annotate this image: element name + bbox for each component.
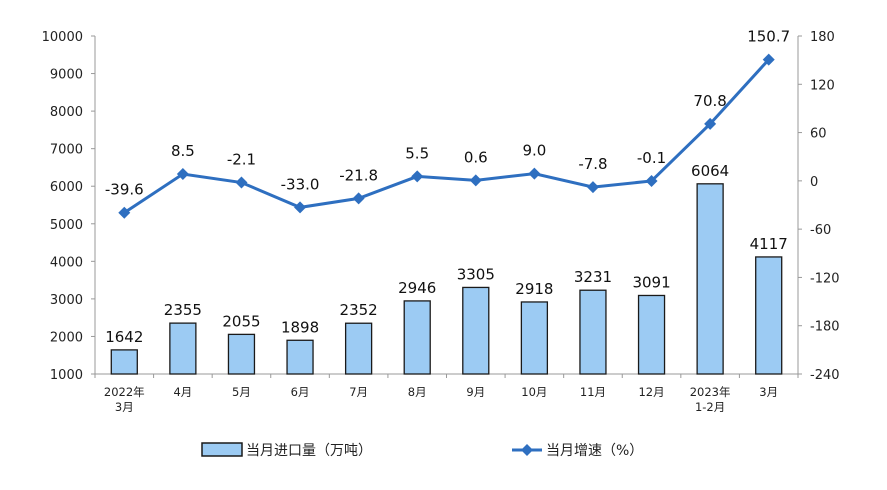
bar (462, 286, 490, 375)
line-data-label: 0.6 (464, 148, 488, 166)
left-tick-label: 3000 (50, 293, 83, 308)
x-tick-label: 3月 (115, 400, 134, 414)
line-point-marker (469, 174, 482, 187)
bar (637, 294, 666, 375)
right-tick-label: -240 (810, 368, 840, 383)
line-data-label: -0.1 (637, 149, 666, 167)
bar (110, 349, 138, 375)
bar-data-label: 4117 (750, 235, 788, 253)
bar-data-label: 1898 (281, 318, 319, 336)
bar (696, 183, 724, 375)
bar (520, 301, 549, 375)
bar-data-label: 2352 (340, 301, 378, 319)
bar-data-label: 1642 (105, 328, 143, 346)
line-point-marker (586, 181, 599, 194)
x-tick-label: 5月 (232, 385, 251, 399)
line-data-label: 8.5 (171, 142, 195, 160)
left-tick-label: 9000 (50, 68, 83, 83)
bar-data-label: 2946 (398, 279, 436, 297)
line-data-label: -39.6 (105, 181, 144, 199)
x-tick-label: 2023年 (690, 385, 731, 399)
line-point-marker (176, 168, 189, 181)
right-tick-label: -60 (810, 223, 831, 238)
legend-bar-label: 当月进口量（万吨） (246, 443, 372, 459)
line-point-marker (118, 206, 131, 219)
line-point-marker (762, 53, 775, 66)
right-tick-label: 120 (810, 78, 835, 93)
left-tick-label: 10000 (42, 30, 83, 45)
line-data-label: -21.8 (339, 166, 378, 184)
right-tick-label: 180 (810, 30, 835, 45)
bar-data-label: 3091 (632, 273, 670, 291)
bar-data-label: 2355 (164, 301, 202, 319)
line-point-marker (294, 201, 307, 214)
bar (579, 289, 607, 375)
line-data-label: -7.8 (578, 155, 607, 173)
line-data-label: 150.7 (747, 28, 790, 46)
x-tick-label: 8月 (408, 385, 427, 399)
bar (286, 339, 314, 375)
x-tick-label: 6月 (291, 385, 310, 399)
x-tick-label: 7月 (349, 385, 368, 399)
line-data-label: -33.0 (281, 175, 320, 193)
bar-data-label: 3231 (574, 268, 612, 286)
left-tick-label: 1000 (50, 368, 83, 383)
left-tick-label: 8000 (50, 105, 83, 120)
right-tick-label: 60 (810, 127, 827, 142)
right-tick-label: -120 (810, 271, 840, 286)
line-data-label: 9.0 (522, 142, 546, 160)
bar (755, 256, 783, 375)
x-tick-label: 1-2月 (695, 400, 725, 414)
bar (227, 333, 256, 375)
growth-line (123, 58, 770, 214)
legend-line-label: 当月增速（%） (546, 443, 643, 459)
left-tick-label: 7000 (50, 143, 83, 158)
bar (403, 300, 431, 375)
line-point-marker (528, 167, 541, 180)
line-data-label: 70.8 (693, 92, 726, 110)
x-tick-label: 9月 (466, 385, 485, 399)
right-tick-label: 0 (810, 175, 818, 190)
bar-data-label: 3305 (457, 265, 495, 283)
line-point-marker (235, 176, 248, 189)
x-tick-label: 10月 (521, 385, 547, 399)
line-data-label: 5.5 (405, 144, 429, 162)
x-tick-label: 11月 (580, 385, 606, 399)
x-tick-label: 3月 (759, 385, 778, 399)
line-point-marker (645, 174, 658, 187)
legend-diamond-icon (521, 444, 533, 456)
line-data-label: -2.1 (227, 151, 256, 169)
x-tick-label: 4月 (173, 385, 192, 399)
line-point-marker (411, 170, 424, 183)
x-tick-label: 2022年 (104, 385, 145, 399)
right-tick-label: -180 (810, 320, 840, 335)
line-point-marker (352, 192, 365, 205)
x-tick-label: 12月 (638, 385, 664, 399)
bar-data-label: 2055 (222, 312, 260, 330)
bar (344, 322, 373, 375)
left-tick-label: 2000 (50, 330, 83, 345)
bar-data-label: 6064 (691, 162, 729, 180)
line-point-marker (704, 117, 717, 130)
left-tick-label: 4000 (50, 255, 83, 270)
left-tick-label: 6000 (50, 180, 83, 195)
left-tick-label: 5000 (50, 218, 83, 233)
bar-data-label: 2918 (515, 280, 553, 298)
legend-bar-swatch (201, 442, 243, 457)
bar (169, 322, 197, 375)
